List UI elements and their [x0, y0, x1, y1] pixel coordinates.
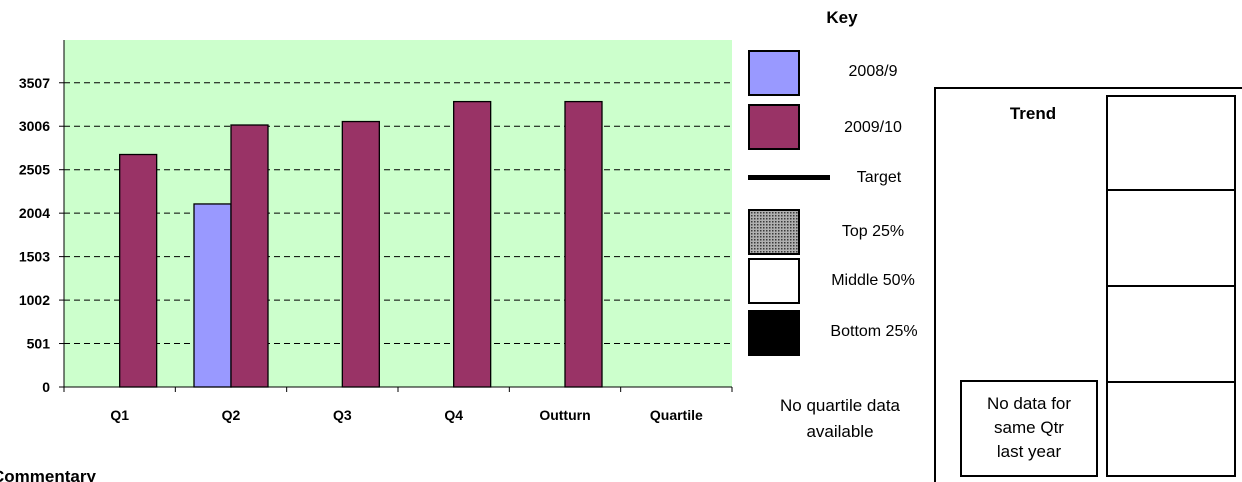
y-tick-label: 2505: [19, 162, 50, 178]
x-tick-label: Q4: [444, 407, 463, 423]
legend-swatch-top-25: [748, 209, 800, 255]
no-quartile-note-line1: No quartile data: [779, 396, 901, 415]
bar: [119, 153, 158, 388]
y-tick-label: 2004: [19, 205, 50, 221]
legend-swatch-bottom-25: [748, 310, 800, 356]
x-tick-label: Q3: [333, 407, 352, 423]
legend-label-2009-10: 2009/10: [844, 119, 902, 136]
y-tick-label: 0: [42, 379, 50, 395]
no-quartile-note-line2: available: [806, 422, 874, 441]
y-tick-label: 3507: [19, 75, 50, 91]
y-tick-label: 1002: [19, 292, 50, 308]
legend-swatch-2008-9: [748, 50, 800, 96]
legend-target-line: [748, 175, 830, 180]
commentary-heading-text: Commentary: [0, 469, 96, 482]
legend-swatch-2009-10: [748, 104, 800, 150]
trend-box-1: [1106, 95, 1236, 191]
y-tick-label: 501: [27, 336, 51, 352]
trend-box-2: [1106, 189, 1236, 287]
y-tick-label: 3006: [19, 118, 50, 134]
legend-label-target: Target: [856, 169, 902, 186]
no-quartile-note: No quartile data available: [748, 393, 932, 445]
trend-box-3: [1106, 285, 1236, 383]
legend-label-bottom-25: Bottom 25%: [830, 323, 918, 340]
legend-title: Key: [826, 8, 858, 27]
bar: [564, 100, 603, 388]
x-tick-label: Q2: [222, 407, 241, 423]
no-data-line1: No data for: [986, 394, 1072, 413]
bar: [193, 203, 232, 388]
y-tick-label: 1503: [19, 249, 50, 265]
no-data-line3: last year: [996, 442, 1062, 461]
x-tick-label: Quartile: [650, 407, 703, 423]
bar: [230, 124, 269, 388]
trend-title: Trend: [1009, 104, 1057, 123]
trend-box-4: [1106, 381, 1236, 477]
commentary-heading: Commentary: [0, 469, 96, 482]
no-data-box: No data for same Qtr last year: [960, 380, 1098, 477]
legend-label-2008-9: 2008/9: [848, 63, 898, 80]
bar: [453, 100, 492, 388]
legend-label-middle-50: Middle 50%: [831, 272, 915, 289]
no-data-line2: same Qtr: [994, 418, 1064, 437]
bar-chart: 0 501 1002 1503 2004 2505 3006 3507 Q1 Q2 Q3 Q4 Outt…: [19, 40, 733, 423]
x-tick-label: Q1: [110, 407, 129, 423]
trend-panel-left-border: [934, 87, 936, 482]
trend-panel-top-border: [934, 87, 1242, 89]
legend-swatch-middle-50: [748, 258, 800, 304]
bar: [341, 120, 380, 388]
x-tick-label: Outturn: [539, 407, 590, 423]
legend-label-top-25: Top 25%: [841, 223, 905, 240]
